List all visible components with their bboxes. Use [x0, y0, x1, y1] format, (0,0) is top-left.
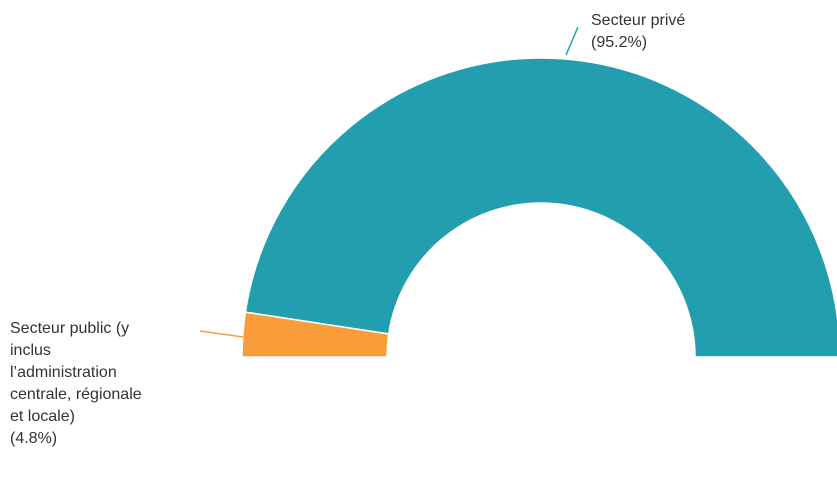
- slice-label-line: inclus: [10, 342, 51, 359]
- chart-labels: Secteur privé (95.2%) Secteur public (y inc…: [10, 12, 685, 447]
- slice-value-label: (4.8%): [10, 430, 57, 447]
- slice-label-line: Secteur privé: [591, 12, 685, 29]
- leader-line-0: [199, 330, 244, 338]
- slice-label-line: centrale, régionale: [10, 386, 142, 403]
- slice-label-0: Secteur public (y inclus l’administration c…: [10, 320, 142, 447]
- slice-label-line: et locale): [10, 408, 75, 425]
- chart-slices: [241, 57, 837, 358]
- slice-1[interactable]: [244, 57, 837, 358]
- slice-label-1: Secteur privé (95.2%): [591, 12, 685, 51]
- slice-label-line: l’administration: [10, 364, 117, 381]
- slice-label-line: Secteur public (y: [10, 320, 129, 337]
- leader-line-1: [565, 26, 579, 56]
- slice-value-label: (95.2%): [591, 34, 647, 51]
